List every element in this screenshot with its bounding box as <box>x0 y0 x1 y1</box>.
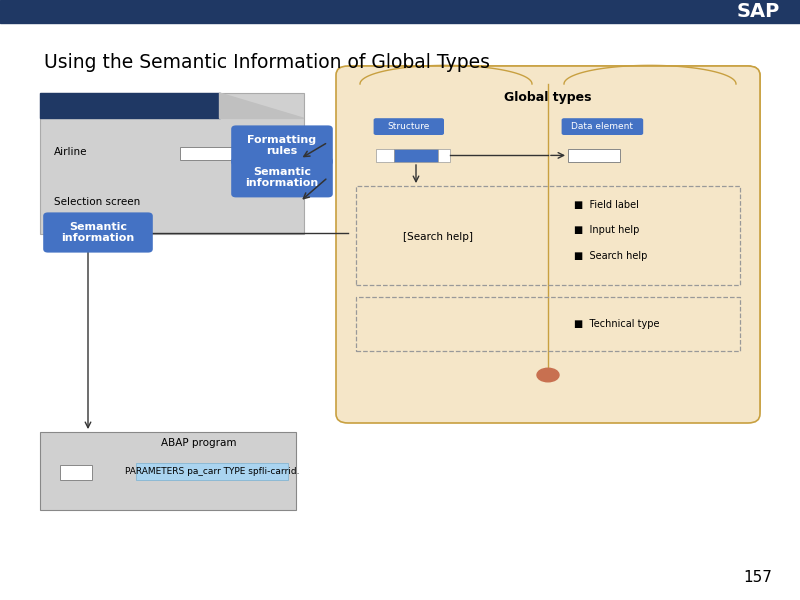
FancyBboxPatch shape <box>562 118 643 135</box>
Text: ABAP program: ABAP program <box>161 438 237 448</box>
Bar <box>356 297 740 351</box>
Text: Semantic
information: Semantic information <box>246 167 318 188</box>
Bar <box>40 93 304 234</box>
Bar <box>376 149 394 162</box>
Text: Global types: Global types <box>504 91 592 104</box>
Bar <box>60 465 92 480</box>
FancyBboxPatch shape <box>336 66 760 423</box>
Text: Data element: Data element <box>571 122 634 131</box>
Text: ■  Search help: ■ Search help <box>574 251 647 260</box>
Bar <box>568 149 620 162</box>
FancyBboxPatch shape <box>339 66 760 421</box>
Text: PARAMETERS pa_carr TYPE spfli-carrid.: PARAMETERS pa_carr TYPE spfli-carrid. <box>125 467 299 476</box>
Text: Airline: Airline <box>54 147 88 157</box>
FancyBboxPatch shape <box>342 66 760 418</box>
Text: 157: 157 <box>743 570 772 584</box>
Bar <box>40 432 296 510</box>
Bar <box>356 186 740 285</box>
FancyBboxPatch shape <box>231 125 333 166</box>
Bar <box>438 149 450 162</box>
Text: ■  Input help: ■ Input help <box>574 226 639 235</box>
Text: ■  Field label: ■ Field label <box>574 200 639 210</box>
FancyBboxPatch shape <box>43 212 153 253</box>
FancyBboxPatch shape <box>231 157 333 197</box>
Text: Structure: Structure <box>388 122 430 131</box>
Bar <box>40 93 219 118</box>
Text: [Search help]: [Search help] <box>403 232 473 242</box>
Bar <box>136 463 288 480</box>
Bar <box>180 147 232 160</box>
FancyBboxPatch shape <box>374 118 444 135</box>
Text: Semantic
information: Semantic information <box>62 221 134 244</box>
Text: SAP: SAP <box>737 2 780 21</box>
Ellipse shape <box>537 368 559 382</box>
Text: Selection screen: Selection screen <box>54 197 141 206</box>
Bar <box>0 0 800 23</box>
Text: Using the Semantic Information of Global Types: Using the Semantic Information of Global… <box>44 53 490 73</box>
Bar <box>394 149 438 162</box>
Text: Formatting
rules: Formatting rules <box>247 134 317 156</box>
Text: ■  Technical type: ■ Technical type <box>574 319 659 329</box>
Polygon shape <box>219 93 304 118</box>
FancyBboxPatch shape <box>346 66 760 416</box>
